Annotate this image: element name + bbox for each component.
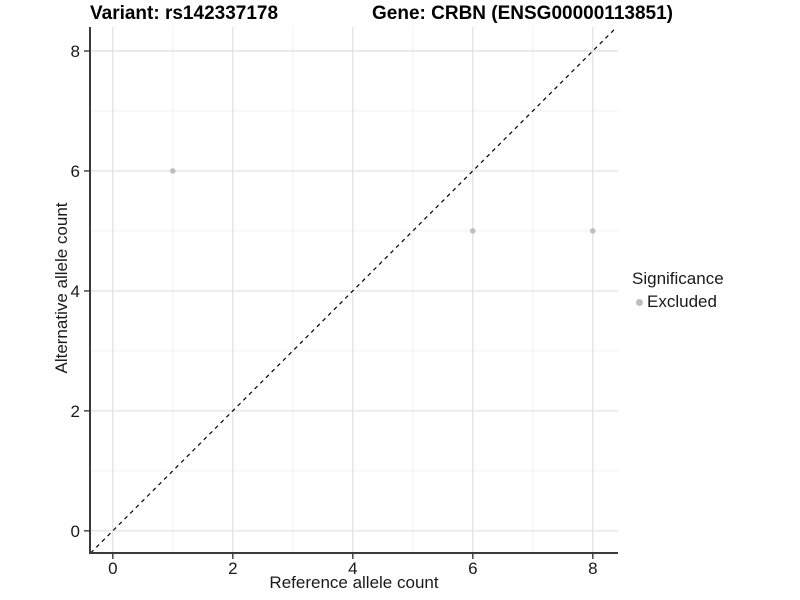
y-tick-label: 6 [71, 162, 80, 181]
variant-title: Variant: rs142337178 [90, 3, 279, 24]
x-tick-label: 6 [468, 559, 477, 578]
x-tick-label: 2 [228, 559, 237, 578]
x-axis-title: Reference allele count [269, 573, 439, 592]
y-tick-label: 4 [71, 282, 80, 301]
legend-point-icon [636, 298, 643, 306]
gene-title: Gene: CRBN (ENSG00000113851) [372, 3, 673, 24]
legend-title: Significance [632, 269, 724, 288]
identity-line [90, 26, 618, 554]
y-tick-label: 2 [71, 402, 80, 421]
x-tick-label: 0 [108, 559, 117, 578]
data-point [470, 228, 476, 234]
y-tick-label: 0 [71, 522, 80, 541]
x-tick-label: 8 [588, 559, 597, 578]
data-point [590, 228, 596, 234]
legend-item-label: Excluded [647, 292, 717, 311]
y-axis-title: Alternative allele count [52, 202, 71, 374]
x-tick-label: 4 [348, 559, 357, 578]
y-tick-label: 8 [71, 42, 80, 61]
data-point [170, 168, 176, 174]
legend-item-excluded: Excluded [632, 292, 724, 312]
legend: Significance Excluded [632, 268, 724, 312]
